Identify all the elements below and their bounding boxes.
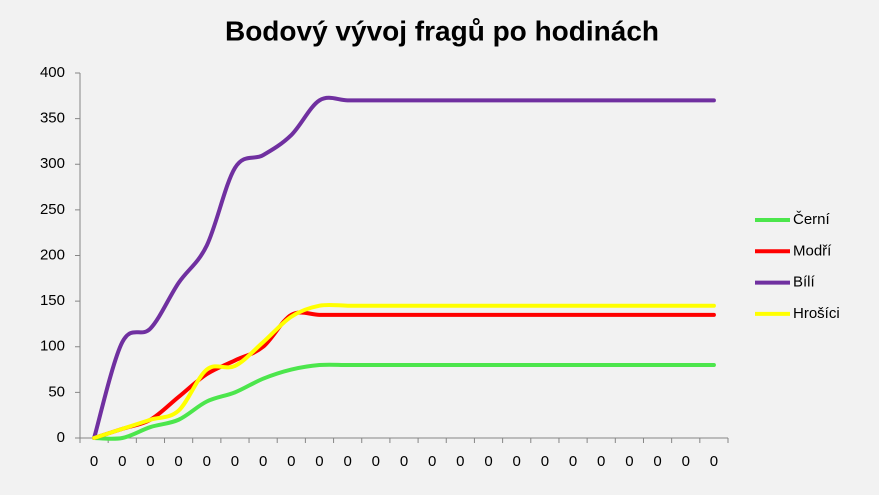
y-tick-label: 100 — [40, 338, 65, 355]
x-tick-label: 0 — [343, 453, 351, 470]
x-tick-label: 0 — [541, 453, 549, 470]
series-line — [92, 302, 716, 440]
x-tick-label: 0 — [710, 453, 718, 470]
y-tick-label: 400 — [40, 64, 65, 81]
x-tick-label: 0 — [484, 453, 492, 470]
series-line — [92, 95, 716, 440]
x-tick-label: 0 — [597, 453, 605, 470]
x-tick-label: 0 — [231, 453, 239, 470]
y-tick-label: 150 — [40, 292, 65, 309]
series-line — [92, 362, 716, 441]
x-tick-label: 0 — [259, 453, 267, 470]
y-tick-label: 350 — [40, 110, 65, 127]
x-tick-label: 0 — [682, 453, 690, 470]
x-tick-label: 0 — [456, 453, 464, 470]
x-tick-label: 0 — [287, 453, 295, 470]
x-tick-label: 0 — [428, 453, 436, 470]
y-tick-label: 0 — [57, 429, 65, 446]
legend-label: Bílí — [793, 274, 816, 291]
y-tick-label: 250 — [40, 201, 65, 218]
series-line — [92, 310, 716, 440]
y-tick-label: 200 — [40, 246, 65, 263]
x-tick-label: 0 — [146, 453, 154, 470]
x-tick-label: 0 — [372, 453, 380, 470]
x-tick-label: 0 — [625, 453, 633, 470]
legend-label: Modří — [793, 242, 832, 259]
x-tick-label: 0 — [174, 453, 182, 470]
x-tick-label: 0 — [90, 453, 98, 470]
x-tick-label: 0 — [203, 453, 211, 470]
x-tick-label: 0 — [315, 453, 323, 470]
chart-title: Bodový vývoj fragů po hodinách — [225, 15, 659, 46]
x-tick-label: 0 — [118, 453, 126, 470]
y-tick-label: 50 — [48, 383, 65, 400]
x-tick-label: 0 — [400, 453, 408, 470]
x-tick-label: 0 — [513, 453, 521, 470]
y-tick-label: 300 — [40, 155, 65, 172]
legend-label: Hrošíci — [793, 305, 840, 322]
legend-label: Černí — [793, 211, 831, 228]
x-tick-label: 0 — [653, 453, 661, 470]
x-tick-label: 0 — [569, 453, 577, 470]
